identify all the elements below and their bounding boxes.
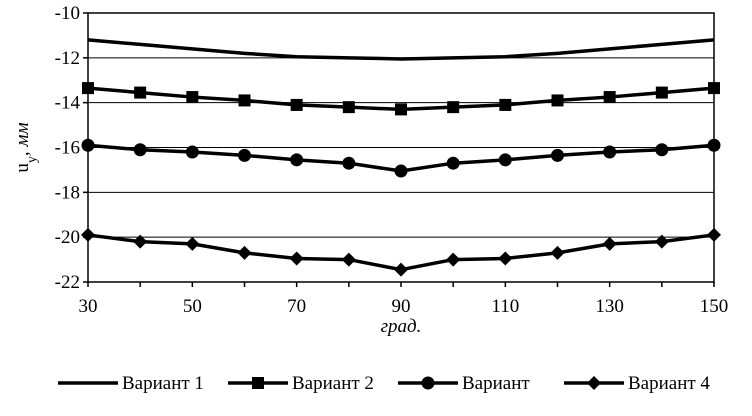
x-axis-label: град. xyxy=(381,316,422,337)
series-marker-square xyxy=(186,91,199,104)
series-marker-square xyxy=(290,98,303,111)
series-marker-square xyxy=(603,91,616,104)
series-marker-circle xyxy=(498,153,512,167)
series-marker-diamond xyxy=(654,234,669,249)
x-tick-label: 150 xyxy=(700,296,729,317)
series-marker-circle xyxy=(603,145,617,159)
series-layer xyxy=(81,38,721,277)
series-marker-diamond xyxy=(133,234,148,249)
series-marker-square xyxy=(238,94,251,107)
series-marker-square xyxy=(655,86,668,99)
series-marker-circle xyxy=(185,145,199,159)
series-marker-diamond xyxy=(550,245,565,260)
series-3 xyxy=(81,138,721,178)
series-marker-square xyxy=(551,94,564,107)
y-axis-label-main: u xyxy=(12,163,33,173)
series-marker-diamond xyxy=(587,376,601,390)
y-tick-label: -14 xyxy=(55,93,81,114)
y-tick-label: -20 xyxy=(55,227,80,248)
series-marker-circle xyxy=(133,143,147,157)
series-marker-circle xyxy=(551,148,564,162)
x-tick-label: 130 xyxy=(595,296,624,317)
y-axis-label: uy, мм xyxy=(12,122,40,172)
legend-item: Вариант xyxy=(398,373,530,394)
series-marker-square xyxy=(252,377,264,389)
y-tick-label: -22 xyxy=(55,272,80,293)
series-marker-diamond xyxy=(185,236,200,251)
legend: Вариант 1 Вариант 2 Вариант Вариант 4 xyxy=(58,373,710,394)
grid-lines xyxy=(88,12,714,283)
y-tick-label: -18 xyxy=(55,182,80,203)
series-line xyxy=(87,38,715,61)
x-tick-label: 30 xyxy=(79,296,98,317)
legend-item: Вариант 2 xyxy=(228,373,374,394)
series-marker-diamond xyxy=(289,251,304,266)
series-4 xyxy=(81,227,721,277)
y-axis-label-unit: , мм xyxy=(12,122,33,156)
series-marker-square xyxy=(499,98,512,111)
series-marker-diamond xyxy=(341,252,356,267)
legend-item: Вариант 4 xyxy=(564,373,710,394)
series-marker-circle xyxy=(394,164,408,178)
x-tick-label: 110 xyxy=(491,296,519,317)
x-tick-label: 90 xyxy=(392,296,411,317)
series-marker-circle xyxy=(446,156,460,170)
x-tick-label: 50 xyxy=(183,296,202,317)
series-marker-diamond xyxy=(446,252,461,267)
series-1 xyxy=(87,38,715,61)
series-marker-circle xyxy=(238,148,251,162)
legend-label: Вариант 1 xyxy=(122,373,204,394)
x-tick-label: 70 xyxy=(287,296,306,317)
y-axis-label-sub: y xyxy=(25,156,40,163)
series-marker-circle xyxy=(655,143,669,157)
legend-label: Вариант 2 xyxy=(292,373,374,394)
series-marker-square xyxy=(395,103,407,116)
series-marker-square xyxy=(447,101,460,114)
legend-label: Вариант xyxy=(462,373,530,394)
series-marker-circle xyxy=(290,153,304,167)
series-marker-circle xyxy=(421,376,435,390)
y-tick-label: -12 xyxy=(55,48,80,69)
series-marker-diamond xyxy=(237,245,252,260)
series-marker-square xyxy=(134,86,147,99)
series-marker-diamond xyxy=(394,262,408,277)
series-marker-circle xyxy=(342,156,356,170)
series-2 xyxy=(82,82,720,116)
series-marker-square xyxy=(342,101,355,114)
legend-label: Вариант 4 xyxy=(628,373,710,394)
series-marker-diamond xyxy=(602,236,617,251)
legend-item: Вариант 1 xyxy=(58,373,204,394)
y-tick-label: -10 xyxy=(55,3,80,24)
series-marker-diamond xyxy=(498,251,513,266)
x-tick-labels: 30 50 70 90 110 130 150 xyxy=(79,282,729,317)
y-tick-label: -16 xyxy=(55,138,80,159)
y-tick-labels: -10 -12 -14 -16 -18 -20 -22 xyxy=(55,3,88,293)
